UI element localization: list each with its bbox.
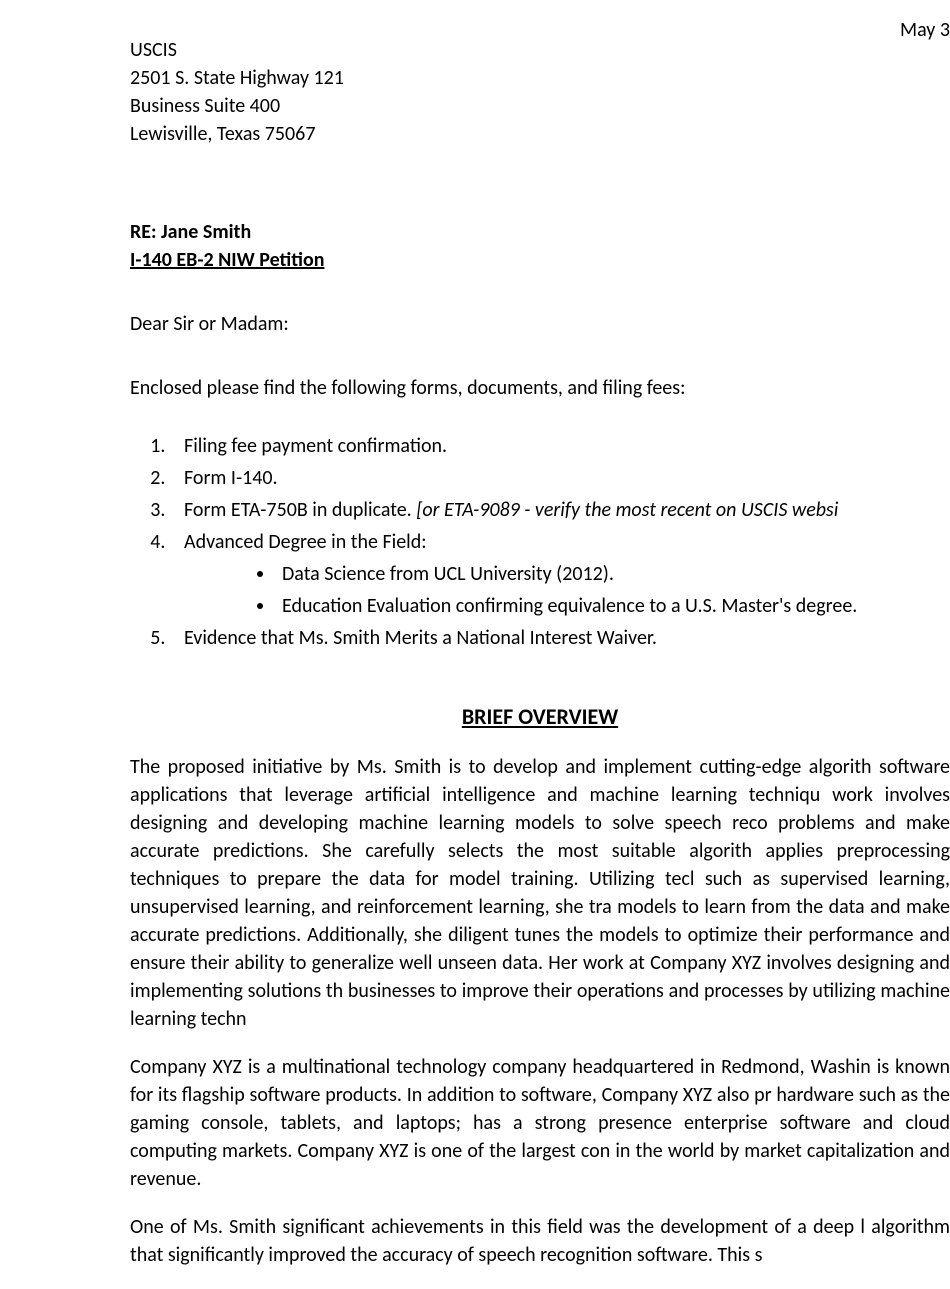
enclosure-item-3-prefix: Form ETA-750B in duplicate.: [184, 498, 416, 522]
re-name: RE: Jane Smith: [130, 218, 950, 246]
enclosure-item-3-italic: [or ETA-9089 - verify the most recent on…: [416, 498, 838, 522]
overview-para-2: Company XYZ is a multinational technolog…: [130, 1053, 950, 1193]
enclosure-list: Filing fee payment confirmation. Form I-…: [170, 432, 950, 652]
overview-para-1: The proposed initiative by Ms. Smith is …: [130, 753, 950, 1033]
re-block: RE: Jane Smith I-140 EB-2 NIW Petition: [130, 218, 950, 274]
address-line-3: Business Suite 400: [130, 92, 950, 120]
address-block: USCIS 2501 S. State Highway 121 Business…: [130, 36, 950, 148]
address-line-2: 2501 S. State Highway 121: [130, 64, 950, 92]
enclosure-item-1: Filing fee payment confirmation.: [170, 432, 950, 460]
enclosure-item-2: Form I-140.: [170, 464, 950, 492]
enclosure-subitem-1: Data Science from UCL University (2012).: [276, 560, 950, 588]
address-line-1: USCIS: [130, 36, 950, 64]
enclosure-subitem-2: Education Evaluation confirming equivale…: [276, 592, 950, 620]
document-date: May 3: [900, 16, 950, 44]
salutation: Dear Sir or Madam:: [130, 310, 950, 338]
enclosure-item-3: Form ETA-750B in duplicate. [or ETA-9089…: [170, 496, 950, 524]
overview-heading: BRIEF OVERVIEW: [0, 702, 950, 733]
intro-text: Enclosed please find the following forms…: [130, 374, 950, 402]
enclosure-item-4-label: Advanced Degree in the Field:: [184, 530, 427, 554]
address-line-4: Lewisville, Texas 75067: [130, 120, 950, 148]
document-page: May 3 USCIS 2501 S. State Highway 121 Bu…: [0, 0, 950, 1269]
enclosure-item-5: Evidence that Ms. Smith Merits a Nationa…: [170, 624, 950, 652]
enclosure-sublist: Data Science from UCL University (2012).…: [276, 560, 950, 620]
overview-para-3: One of Ms. Smith significant achievement…: [130, 1213, 950, 1269]
enclosure-item-4: Advanced Degree in the Field: Data Scien…: [170, 528, 950, 620]
re-petition: I-140 EB-2 NIW Petition: [130, 246, 950, 274]
